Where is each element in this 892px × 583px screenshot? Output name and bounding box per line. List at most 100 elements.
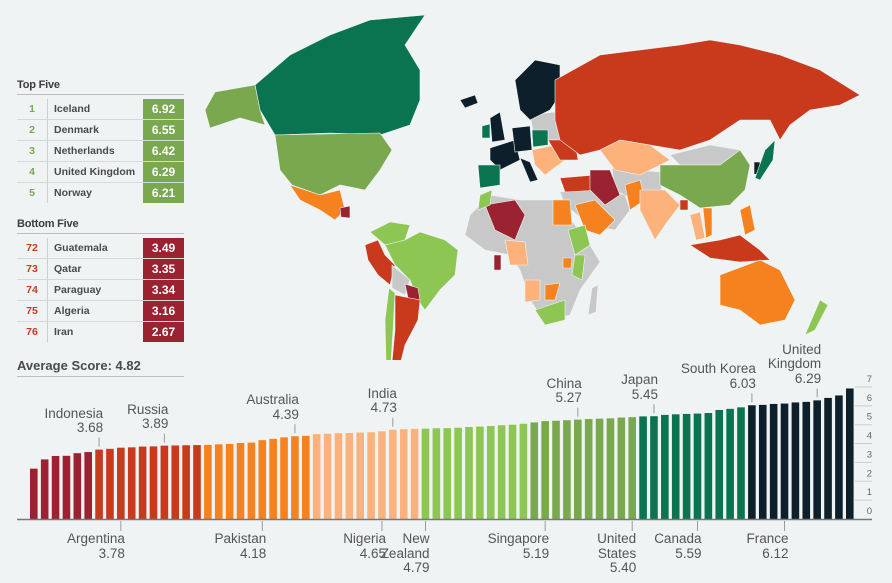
country-name: United Kingdom bbox=[54, 166, 136, 178]
bar bbox=[693, 413, 702, 519]
bar bbox=[280, 437, 288, 519]
map-country-china bbox=[659, 149, 751, 209]
bar bbox=[552, 420, 560, 519]
bar bbox=[639, 416, 647, 519]
score-badge: 6.42 bbox=[143, 141, 184, 161]
bar bbox=[650, 416, 658, 519]
y-tick-label: 0 bbox=[867, 506, 872, 517]
score-badge: 3.35 bbox=[143, 259, 184, 279]
bar-annotation: Nigeria 4.65 bbox=[343, 531, 386, 561]
country-name: Iceland bbox=[54, 103, 91, 115]
map-country-south-africa bbox=[534, 299, 566, 326]
map-country-scandinavia bbox=[514, 59, 561, 121]
bar bbox=[802, 401, 811, 519]
map-country-italy bbox=[519, 157, 539, 183]
map-country-guatemala bbox=[339, 205, 351, 219]
map-country-brazil bbox=[384, 231, 459, 311]
bar-annotation: Canada 5.59 bbox=[654, 531, 702, 561]
y-tick-label: 6 bbox=[867, 393, 872, 404]
y-tick-label: 7 bbox=[867, 374, 872, 385]
rank: 74 bbox=[17, 280, 48, 300]
bar-annotation: Russia 3.89 bbox=[127, 401, 169, 432]
bar bbox=[769, 403, 778, 519]
bar bbox=[574, 419, 582, 519]
bar bbox=[225, 443, 234, 519]
score-badge: 6.21 bbox=[143, 183, 184, 203]
map-country-russia bbox=[554, 39, 861, 156]
bar bbox=[95, 449, 103, 519]
bottom-five-table: Bottom Five 72 Guatemala 3.49 73 Qatar 3.35 74… bbox=[17, 218, 184, 342]
bar bbox=[813, 400, 821, 519]
table-row: 72 Guatemala 3.49 bbox=[17, 238, 184, 259]
rank: 73 bbox=[17, 259, 48, 279]
map-country-zambia bbox=[544, 282, 561, 301]
map-country-uganda bbox=[562, 257, 573, 269]
bar-annotation: Argentina 3.78 bbox=[67, 531, 125, 561]
bar-annotation: Australia 4.39 bbox=[246, 392, 299, 422]
y-tick-label: 1 bbox=[867, 487, 872, 498]
top-five-title: Top Five bbox=[17, 79, 184, 95]
bar bbox=[62, 455, 71, 519]
bar bbox=[791, 402, 800, 519]
bar bbox=[138, 446, 147, 519]
bar bbox=[682, 413, 691, 519]
average-score: Average Score: 4.82 bbox=[17, 358, 184, 377]
bar bbox=[454, 427, 462, 519]
bar bbox=[465, 426, 473, 519]
map-country-vietnam bbox=[702, 207, 713, 239]
score-badge: 3.34 bbox=[143, 280, 184, 300]
map-country-kenya bbox=[571, 254, 586, 281]
map-country-france bbox=[489, 139, 521, 171]
rank: 2 bbox=[17, 120, 48, 140]
map-country-colombia bbox=[369, 221, 411, 246]
map-country-iceland bbox=[459, 94, 479, 109]
top-five-table: Top Five 1 Iceland 6.92 2 Denmark 6.55 3 Nether… bbox=[17, 79, 184, 203]
bar bbox=[160, 445, 169, 519]
bar bbox=[334, 433, 343, 519]
bar bbox=[432, 428, 441, 519]
rank: 4 bbox=[17, 162, 48, 182]
score-badge: 6.29 bbox=[143, 162, 184, 182]
country-name: Paraguay bbox=[54, 284, 102, 296]
bar-annotation: United Kingdom 6.29 bbox=[767, 341, 822, 386]
table-row: 73 Qatar 3.35 bbox=[17, 259, 184, 280]
map-country-nigeria bbox=[504, 239, 529, 266]
bar bbox=[541, 421, 549, 519]
country-name: Netherlands bbox=[54, 145, 115, 157]
rank: 5 bbox=[17, 183, 48, 203]
bar bbox=[214, 444, 223, 519]
table-row: 5 Norway 6.21 bbox=[17, 183, 184, 203]
table-row: 76 Iran 2.67 bbox=[17, 322, 184, 342]
bar bbox=[389, 429, 397, 519]
map-country-mexico bbox=[289, 184, 346, 221]
y-tick-label: 4 bbox=[867, 431, 872, 442]
bar bbox=[149, 446, 158, 519]
y-tick-label: 3 bbox=[867, 449, 872, 460]
score-badge: 6.55 bbox=[143, 120, 184, 140]
map-country-angola bbox=[524, 279, 541, 303]
bar bbox=[606, 418, 615, 519]
bar-annotation: China 5.27 bbox=[546, 375, 582, 406]
bar bbox=[595, 418, 604, 519]
y-tick-label: 2 bbox=[867, 468, 872, 479]
bar bbox=[323, 433, 332, 519]
bar bbox=[584, 419, 593, 519]
table-row: 4 United Kingdom 6.29 bbox=[17, 162, 184, 183]
bar bbox=[171, 445, 180, 519]
map-country-poland bbox=[531, 129, 549, 148]
bar bbox=[367, 432, 375, 519]
bar bbox=[530, 422, 539, 519]
bar bbox=[497, 425, 506, 519]
rank: 3 bbox=[17, 141, 48, 161]
table-row: 1 Iceland 6.92 bbox=[17, 99, 184, 120]
bottom-five-title: Bottom Five bbox=[17, 218, 184, 234]
table-row: 74 Paraguay 3.34 bbox=[17, 280, 184, 301]
map-country-alaska bbox=[204, 84, 266, 129]
bar bbox=[486, 426, 495, 519]
table-row: 75 Algeria 3.16 bbox=[17, 301, 184, 322]
bar bbox=[269, 438, 277, 519]
bar bbox=[476, 426, 484, 519]
score-badge: 2.67 bbox=[143, 322, 184, 342]
bar bbox=[737, 407, 745, 519]
bar bbox=[291, 436, 299, 519]
